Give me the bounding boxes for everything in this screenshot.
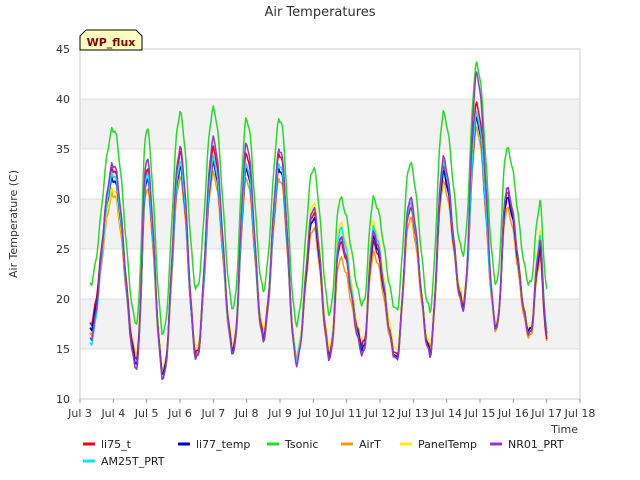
site-tag: WP_flux	[79, 29, 143, 51]
site-tag-label: WP_flux	[87, 36, 136, 49]
site-tag-shape	[79, 29, 143, 51]
legend-label: Tsonic	[284, 438, 318, 451]
y-tick-label: 20	[56, 293, 70, 306]
series-line-nr01-prt	[89, 71, 548, 380]
legend-label: li77_temp	[196, 438, 250, 451]
x-tick-label: Jul 5	[134, 407, 159, 420]
x-tick-label: Jul 6	[167, 407, 192, 420]
grid-band-0	[80, 299, 580, 349]
x-tick-label: Jul 10	[297, 407, 329, 420]
x-tick-label: Jul 15	[464, 407, 496, 420]
y-tick-label: 30	[56, 193, 70, 206]
x-tick-label: Jul 8	[234, 407, 259, 420]
legend: li75_t li77_temp Tsonic AirT PanelTemp NR01_P…	[83, 438, 564, 468]
x-tick-label: Jul 11	[330, 407, 362, 420]
x-tick-label: Jul 13	[397, 407, 429, 420]
y-axis-label: Air Temperature (C)	[7, 170, 20, 278]
x-tick-label: Jul 9	[267, 407, 292, 420]
legend-label: AirT	[359, 438, 381, 451]
x-tick-label: Jul 3	[67, 407, 92, 420]
x-axis-ticks: Jul 3 Jul 4 Jul 5 Jul 6 Jul 7 Jul 8 Jul 9 Jul 1…	[67, 399, 595, 420]
y-tick-label: 45	[56, 43, 70, 56]
legend-label: PanelTemp	[418, 438, 477, 451]
x-tick-label: Jul 18	[564, 407, 596, 420]
legend-label: li75_t	[101, 438, 132, 451]
plot-frame	[79, 48, 581, 400]
series-line-tsonic	[89, 61, 548, 336]
y-tick-label: 25	[56, 243, 70, 256]
y-tick-label: 40	[56, 93, 70, 106]
legend-label: AM25T_PRT	[101, 455, 165, 468]
chart-title: Air Temperatures	[264, 5, 375, 20]
x-tick-label: Jul 17	[530, 407, 562, 420]
grid-band-1	[80, 199, 580, 249]
x-tick-label: Jul 4	[100, 407, 125, 420]
y-tick-label: 10	[56, 393, 70, 406]
x-tick-label: Jul 7	[200, 407, 225, 420]
grid-band-2	[80, 99, 580, 149]
y-tick-label: 15	[56, 343, 70, 356]
y-axis-ticks: 10 15 20 25 30 35 40 45	[56, 43, 70, 406]
x-tick-label: Jul 16	[497, 407, 529, 420]
x-tick-label: Jul 12	[364, 407, 396, 420]
series-lines	[89, 61, 548, 381]
y-tick-label: 35	[56, 143, 70, 156]
x-axis-label: Time	[550, 423, 578, 436]
x-tick-label: Jul 14	[430, 407, 462, 420]
legend-label: NR01_PRT	[508, 438, 564, 451]
